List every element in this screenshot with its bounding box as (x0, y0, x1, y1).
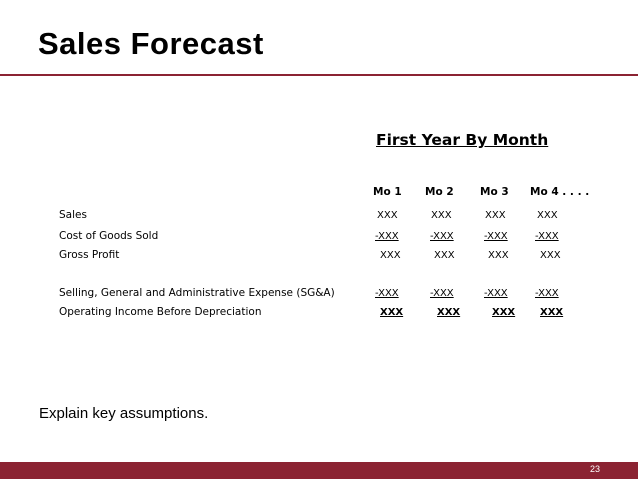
cell-cogs-mo3: -XXX (484, 231, 508, 242)
cell-sga-mo4: -XXX (535, 288, 559, 299)
cell-operating-income-mo1: XXX (380, 307, 404, 318)
column-header-mo3: Mo 3 (480, 186, 509, 198)
cell-gross-profit-mo2: XXX (434, 250, 455, 261)
column-header-mo1: Mo 1 (373, 186, 402, 198)
slide-number: 23 (589, 464, 600, 474)
cell-sales-mo1: XXX (377, 210, 398, 221)
column-header-mo2: Mo 2 (425, 186, 454, 198)
cell-operating-income-mo3: XXX (492, 307, 516, 318)
cell-gross-profit-mo3: XXX (488, 250, 509, 261)
column-header-mo4: Mo 4 . . . . (530, 186, 590, 198)
row-label-gross-profit: Gross Profit (59, 249, 120, 261)
title-divider (0, 74, 638, 76)
cell-sga-mo1: -XXX (375, 288, 399, 299)
cell-cogs-mo4: -XXX (535, 231, 559, 242)
row-label-sga: Selling, General and Administrative Expe… (59, 287, 335, 299)
cell-sales-mo2: XXX (431, 210, 452, 221)
cell-sales-mo4: XXX (537, 210, 558, 221)
row-label-sales: Sales (59, 209, 87, 221)
footer-bar (0, 462, 638, 479)
cell-sga-mo3: -XXX (484, 288, 508, 299)
section-heading: First Year By Month (376, 131, 549, 149)
cell-sales-mo3: XXX (485, 210, 506, 221)
assumptions-note: Explain key assumptions. (39, 405, 209, 422)
cell-operating-income-mo4: XXX (540, 307, 564, 318)
cell-cogs-mo2: -XXX (430, 231, 454, 242)
cell-operating-income-mo2: XXX (437, 307, 461, 318)
row-label-cogs: Cost of Goods Sold (59, 230, 159, 242)
cell-cogs-mo1: -XXX (375, 231, 399, 242)
cell-gross-profit-mo1: XXX (380, 250, 401, 261)
row-label-operating-income: Operating Income Before Depreciation (59, 306, 262, 318)
cell-sga-mo2: -XXX (430, 288, 454, 299)
cell-gross-profit-mo4: XXX (540, 250, 561, 261)
slide-title: Sales Forecast (38, 26, 264, 61)
